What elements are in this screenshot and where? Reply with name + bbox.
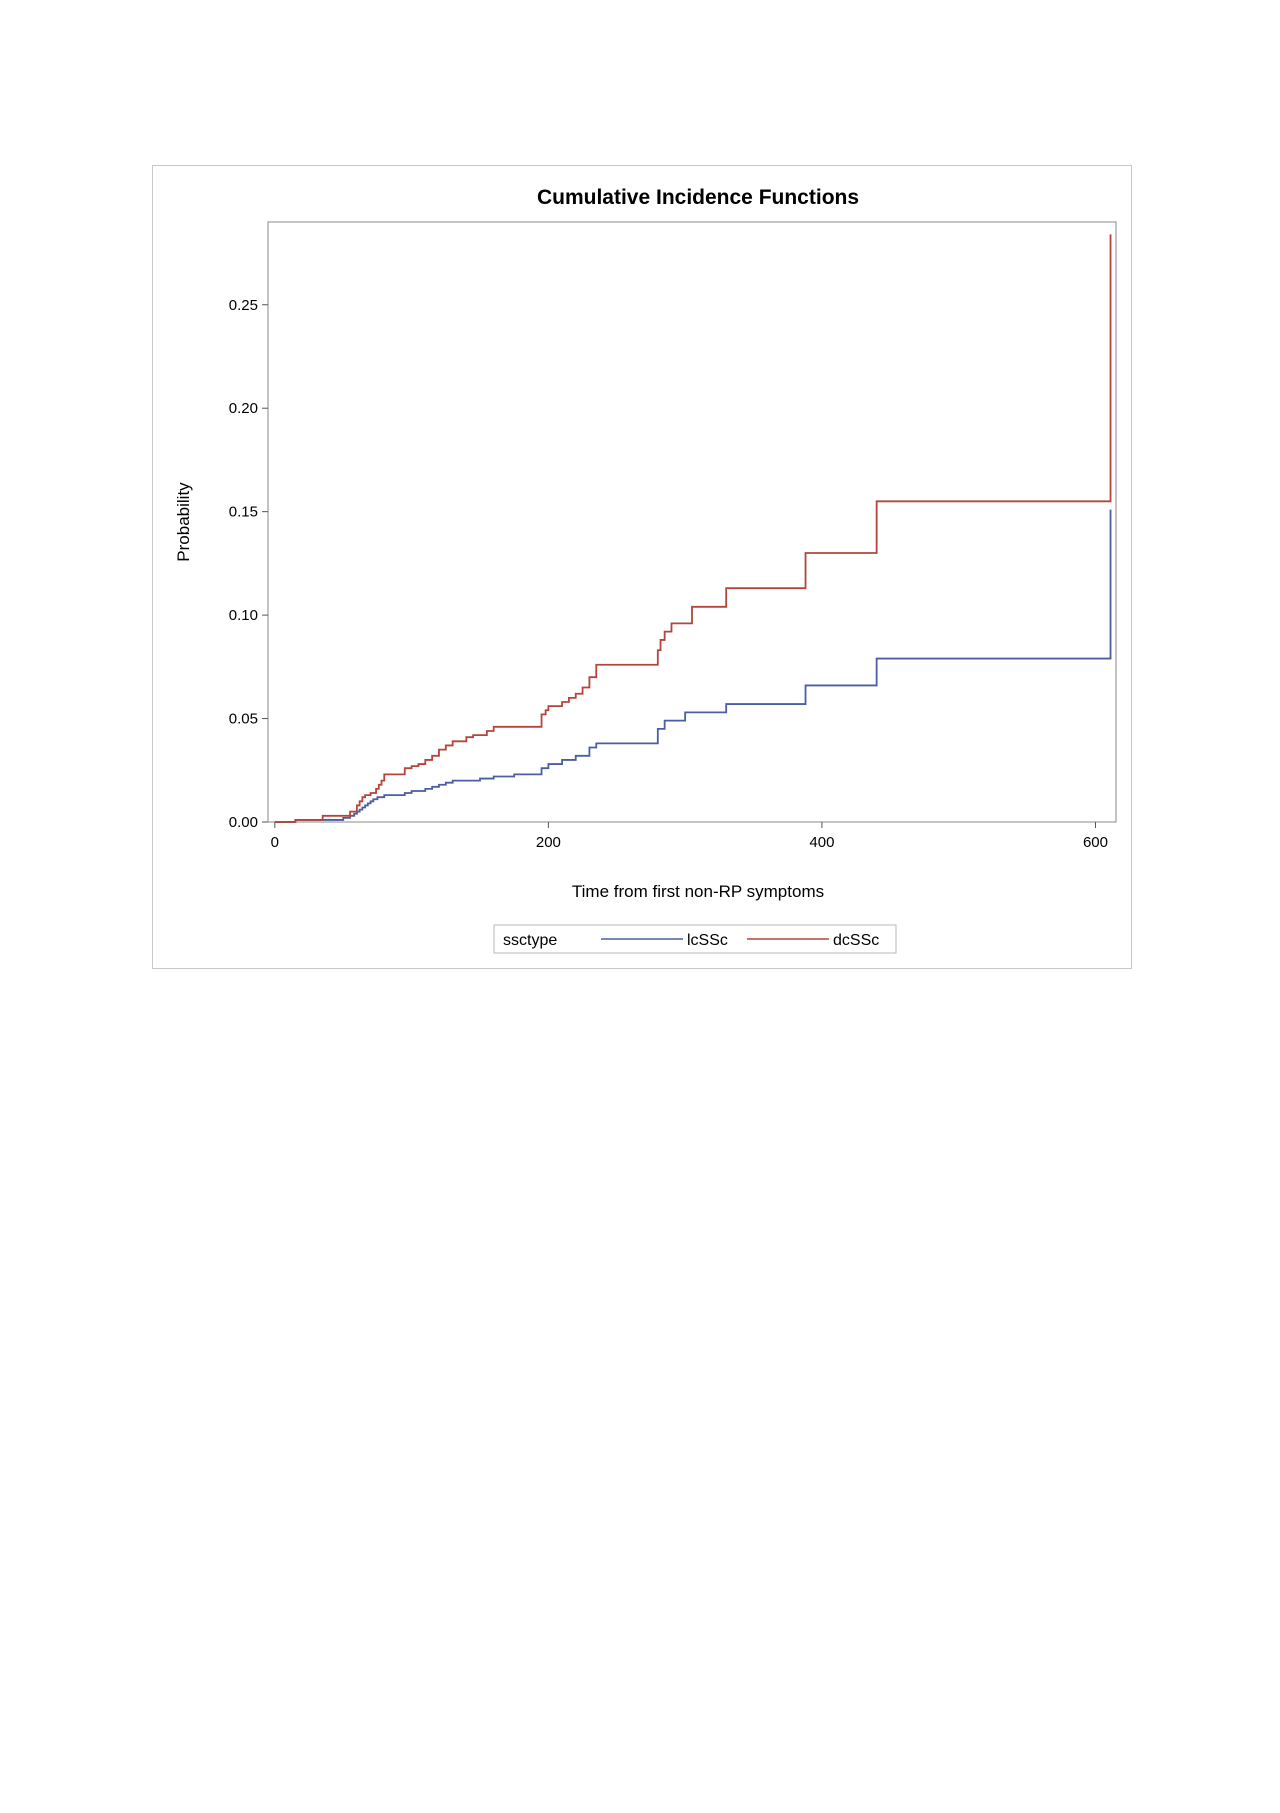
- y-axis-label: Probability: [174, 482, 193, 562]
- plot-area: [267, 221, 1117, 823]
- x-tick-label: 400: [809, 834, 834, 851]
- y-tick-label: 0.15: [229, 504, 258, 521]
- cumulative-incidence-chart: Cumulative Incidence Functions 0.000.050…: [174, 186, 1117, 954]
- chart-title: Cumulative Incidence Functions: [537, 186, 859, 209]
- x-tick-label: 200: [536, 834, 561, 851]
- y-tick-label: 0.25: [229, 297, 258, 314]
- figure-frame: Cumulative Incidence Functions 0.00 0.05 0…: [152, 165, 1132, 969]
- x-tick-label: 600: [1083, 834, 1108, 851]
- series-line-dcssc: [274, 234, 1112, 823]
- y-tick-label: 0.10: [229, 607, 258, 624]
- legend: ssctype lcSSc dcSSc: [493, 924, 897, 954]
- legend-label-lcssc: lcSSc: [687, 932, 728, 949]
- y-tick-label: 0.05: [229, 711, 258, 728]
- y-axis: 0.00 0.05 0.10 0.15 0.20 0.25: [229, 297, 268, 831]
- x-axis-label: Time from first non-RP symptoms: [572, 882, 824, 901]
- legend-label-dcssc: dcSSc: [833, 932, 879, 949]
- x-axis: 0 200 400 600: [271, 822, 1108, 851]
- y-tick-label: 0.20: [229, 400, 258, 417]
- series-line-lcssc: [274, 509, 1112, 823]
- legend-title: ssctype: [503, 932, 557, 949]
- series-layer: [274, 234, 1112, 823]
- y-tick-label: 0.00: [229, 814, 258, 831]
- x-tick-label: 0: [271, 834, 279, 851]
